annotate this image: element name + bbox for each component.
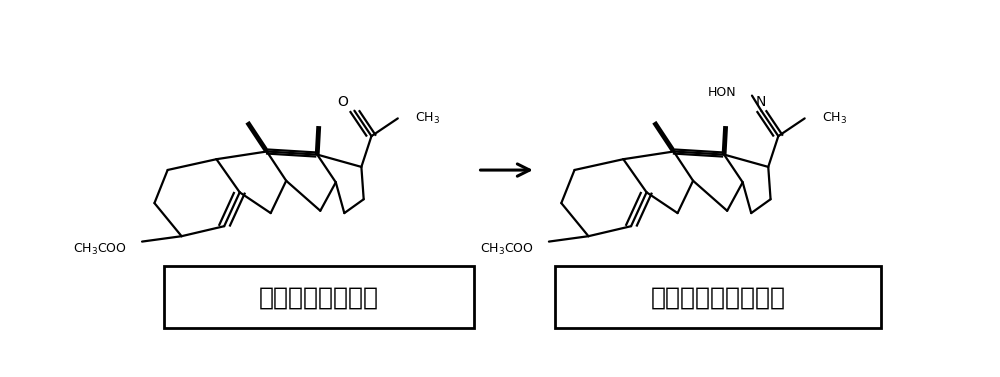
Text: 醋酸妊娠双烯醇酮: 醋酸妊娠双烯醇酮 [259, 285, 379, 309]
Text: 醋酸妊娠双烯醇酮肟: 醋酸妊娠双烯醇酮肟 [650, 285, 785, 309]
FancyBboxPatch shape [555, 266, 881, 328]
Text: CH$_3$COO: CH$_3$COO [73, 242, 127, 257]
Text: CH$_3$: CH$_3$ [822, 111, 847, 126]
FancyBboxPatch shape [164, 266, 474, 328]
Text: CH$_3$COO: CH$_3$COO [480, 242, 534, 257]
Text: O: O [337, 95, 348, 109]
Text: N: N [756, 95, 766, 109]
Text: HON: HON [708, 86, 736, 99]
Text: CH$_3$: CH$_3$ [415, 111, 440, 126]
